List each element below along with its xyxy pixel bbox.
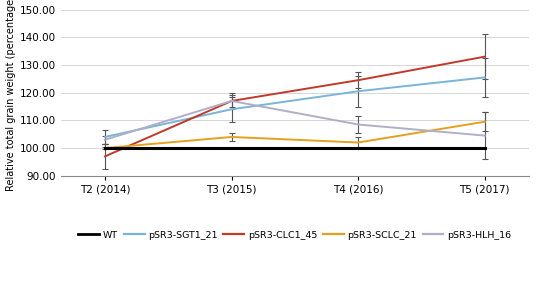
Legend: WT, pSR3-SGT1_21, pSR3-CLC1_45, pSR3-SCLC_21, pSR3-HLH_16: WT, pSR3-SGT1_21, pSR3-CLC1_45, pSR3-SCL… xyxy=(75,227,515,244)
Y-axis label: Relative total grain weight (percentage): Relative total grain weight (percentage) xyxy=(5,0,16,191)
